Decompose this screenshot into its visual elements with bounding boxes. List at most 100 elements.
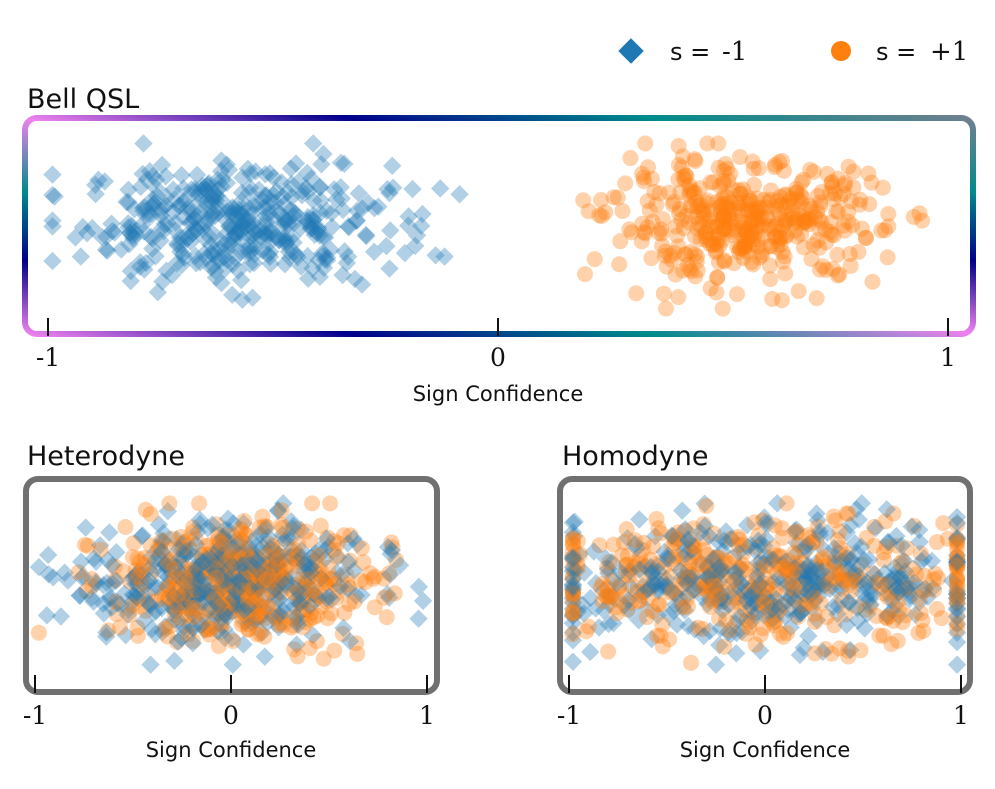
- data-point-minus: [206, 268, 226, 287]
- data-point-plus: [828, 203, 845, 220]
- x-tick-label: -1: [557, 701, 581, 730]
- data-point-minus: [236, 564, 256, 583]
- data-point-minus: [317, 248, 337, 267]
- data-point-plus: [223, 543, 240, 560]
- data-point-plus: [790, 283, 807, 300]
- data-point-plus: [741, 238, 758, 255]
- data-point-minus: [240, 237, 260, 257]
- data-point-minus: [322, 590, 342, 609]
- data-point-minus: [170, 196, 190, 216]
- data-point-minus: [235, 556, 255, 575]
- data-point-plus: [663, 251, 680, 268]
- data-point-plus: [831, 640, 848, 657]
- data-point-minus: [198, 211, 218, 231]
- data-point-minus: [191, 191, 211, 210]
- data-point-minus: [347, 201, 367, 221]
- data-point-plus: [738, 221, 755, 238]
- data-point-minus: [190, 570, 210, 589]
- data-point-minus: [229, 261, 248, 280]
- data-point-minus: [277, 232, 296, 252]
- data-point-plus: [215, 574, 232, 591]
- data-point-minus: [183, 224, 203, 243]
- data-point-minus: [213, 564, 232, 583]
- data-point-plus: [637, 225, 654, 242]
- data-point-plus: [328, 548, 345, 565]
- data-point-minus: [241, 581, 260, 601]
- data-point-plus: [248, 548, 265, 565]
- data-point-plus: [580, 203, 597, 220]
- data-point-plus: [346, 593, 363, 610]
- data-point-plus: [716, 219, 733, 236]
- data-point-plus: [671, 205, 688, 222]
- data-point-plus: [122, 573, 139, 590]
- data-point-minus: [222, 629, 242, 648]
- data-point-plus: [731, 240, 748, 257]
- data-point-minus: [154, 198, 174, 217]
- data-point-plus: [782, 190, 799, 207]
- data-point-plus: [200, 619, 217, 636]
- data-point-plus: [837, 175, 854, 192]
- data-point-minus: [282, 540, 302, 560]
- data-point-minus: [276, 234, 295, 254]
- data-point-plus: [735, 214, 752, 231]
- data-point-minus: [175, 621, 194, 641]
- data-point-plus: [338, 566, 355, 583]
- data-point-plus: [591, 207, 608, 224]
- data-point-minus: [213, 577, 233, 596]
- data-point-plus: [741, 203, 758, 220]
- data-point-plus: [302, 532, 319, 549]
- data-point-plus: [926, 581, 943, 598]
- data-point-plus: [302, 605, 319, 622]
- data-point-minus: [133, 574, 153, 593]
- data-point-plus: [251, 566, 268, 583]
- data-point-plus: [695, 206, 712, 223]
- data-point-plus: [259, 577, 276, 594]
- data-point-minus: [220, 217, 239, 236]
- data-point-plus: [225, 550, 242, 567]
- data-point-plus: [310, 547, 327, 564]
- data-point-plus: [121, 607, 138, 624]
- data-point-minus: [197, 191, 216, 210]
- data-point-minus: [29, 557, 49, 577]
- data-point-plus: [186, 609, 203, 626]
- data-point-minus: [134, 134, 153, 153]
- data-point-plus: [683, 198, 700, 215]
- data-point-minus: [304, 206, 323, 225]
- data-point-minus: [171, 552, 190, 571]
- data-point-minus: [321, 240, 340, 260]
- data-point-plus: [256, 610, 273, 627]
- data-point-plus: [216, 605, 233, 622]
- data-point-plus: [719, 160, 736, 177]
- data-point-minus: [287, 552, 307, 571]
- data-point-minus: [192, 608, 211, 628]
- data-point-plus: [273, 561, 290, 578]
- data-point-plus: [207, 553, 224, 570]
- data-point-plus: [209, 539, 226, 556]
- data-point-plus: [724, 215, 741, 232]
- data-point-minus: [236, 612, 255, 632]
- data-point-minus: [314, 144, 333, 164]
- panel-title: Heterodyne: [27, 441, 185, 472]
- data-point-minus: [198, 175, 218, 194]
- data-point-plus: [191, 586, 208, 603]
- data-point-plus: [749, 216, 766, 233]
- data-point-plus: [289, 554, 306, 571]
- data-point-plus: [329, 535, 346, 552]
- data-point-plus: [751, 249, 768, 266]
- data-point-minus: [315, 540, 335, 559]
- data-point-minus: [254, 198, 273, 218]
- data-point-plus: [182, 565, 199, 582]
- data-point-plus: [803, 200, 820, 217]
- data-point-minus: [213, 594, 233, 613]
- data-point-plus: [295, 593, 312, 610]
- data-point-minus: [331, 178, 350, 197]
- data-point-plus: [747, 224, 764, 241]
- data-point-plus: [785, 198, 802, 215]
- data-point-plus: [651, 185, 668, 202]
- data-point-plus: [79, 537, 96, 554]
- data-point-plus: [749, 231, 766, 248]
- data-point-minus: [238, 556, 257, 576]
- data-point-plus: [173, 559, 190, 576]
- data-point-plus: [139, 587, 156, 604]
- data-point-minus: [251, 556, 271, 576]
